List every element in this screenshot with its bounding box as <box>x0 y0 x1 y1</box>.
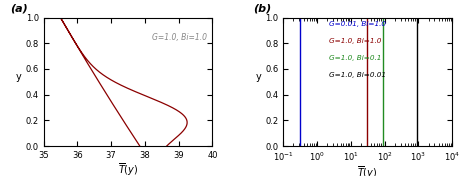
X-axis label: $\overline{T}(y)$: $\overline{T}(y)$ <box>358 165 378 176</box>
Text: (a): (a) <box>10 4 28 14</box>
Y-axis label: y: y <box>255 72 261 82</box>
X-axis label: $\overline{T}(y)$: $\overline{T}(y)$ <box>118 161 138 176</box>
Text: G=1.0, Bi=0.01: G=1.0, Bi=0.01 <box>329 72 386 78</box>
Text: G=1.0, Bi=1.0: G=1.0, Bi=1.0 <box>329 38 381 44</box>
Text: G=0.01, Bi=1.0: G=0.01, Bi=1.0 <box>329 21 386 27</box>
Text: G=1.0, Bi=0.1: G=1.0, Bi=0.1 <box>329 55 381 61</box>
Text: (b): (b) <box>253 4 271 14</box>
Y-axis label: y: y <box>16 72 22 82</box>
Text: G=1.0, Bi=1.0: G=1.0, Bi=1.0 <box>152 33 207 42</box>
